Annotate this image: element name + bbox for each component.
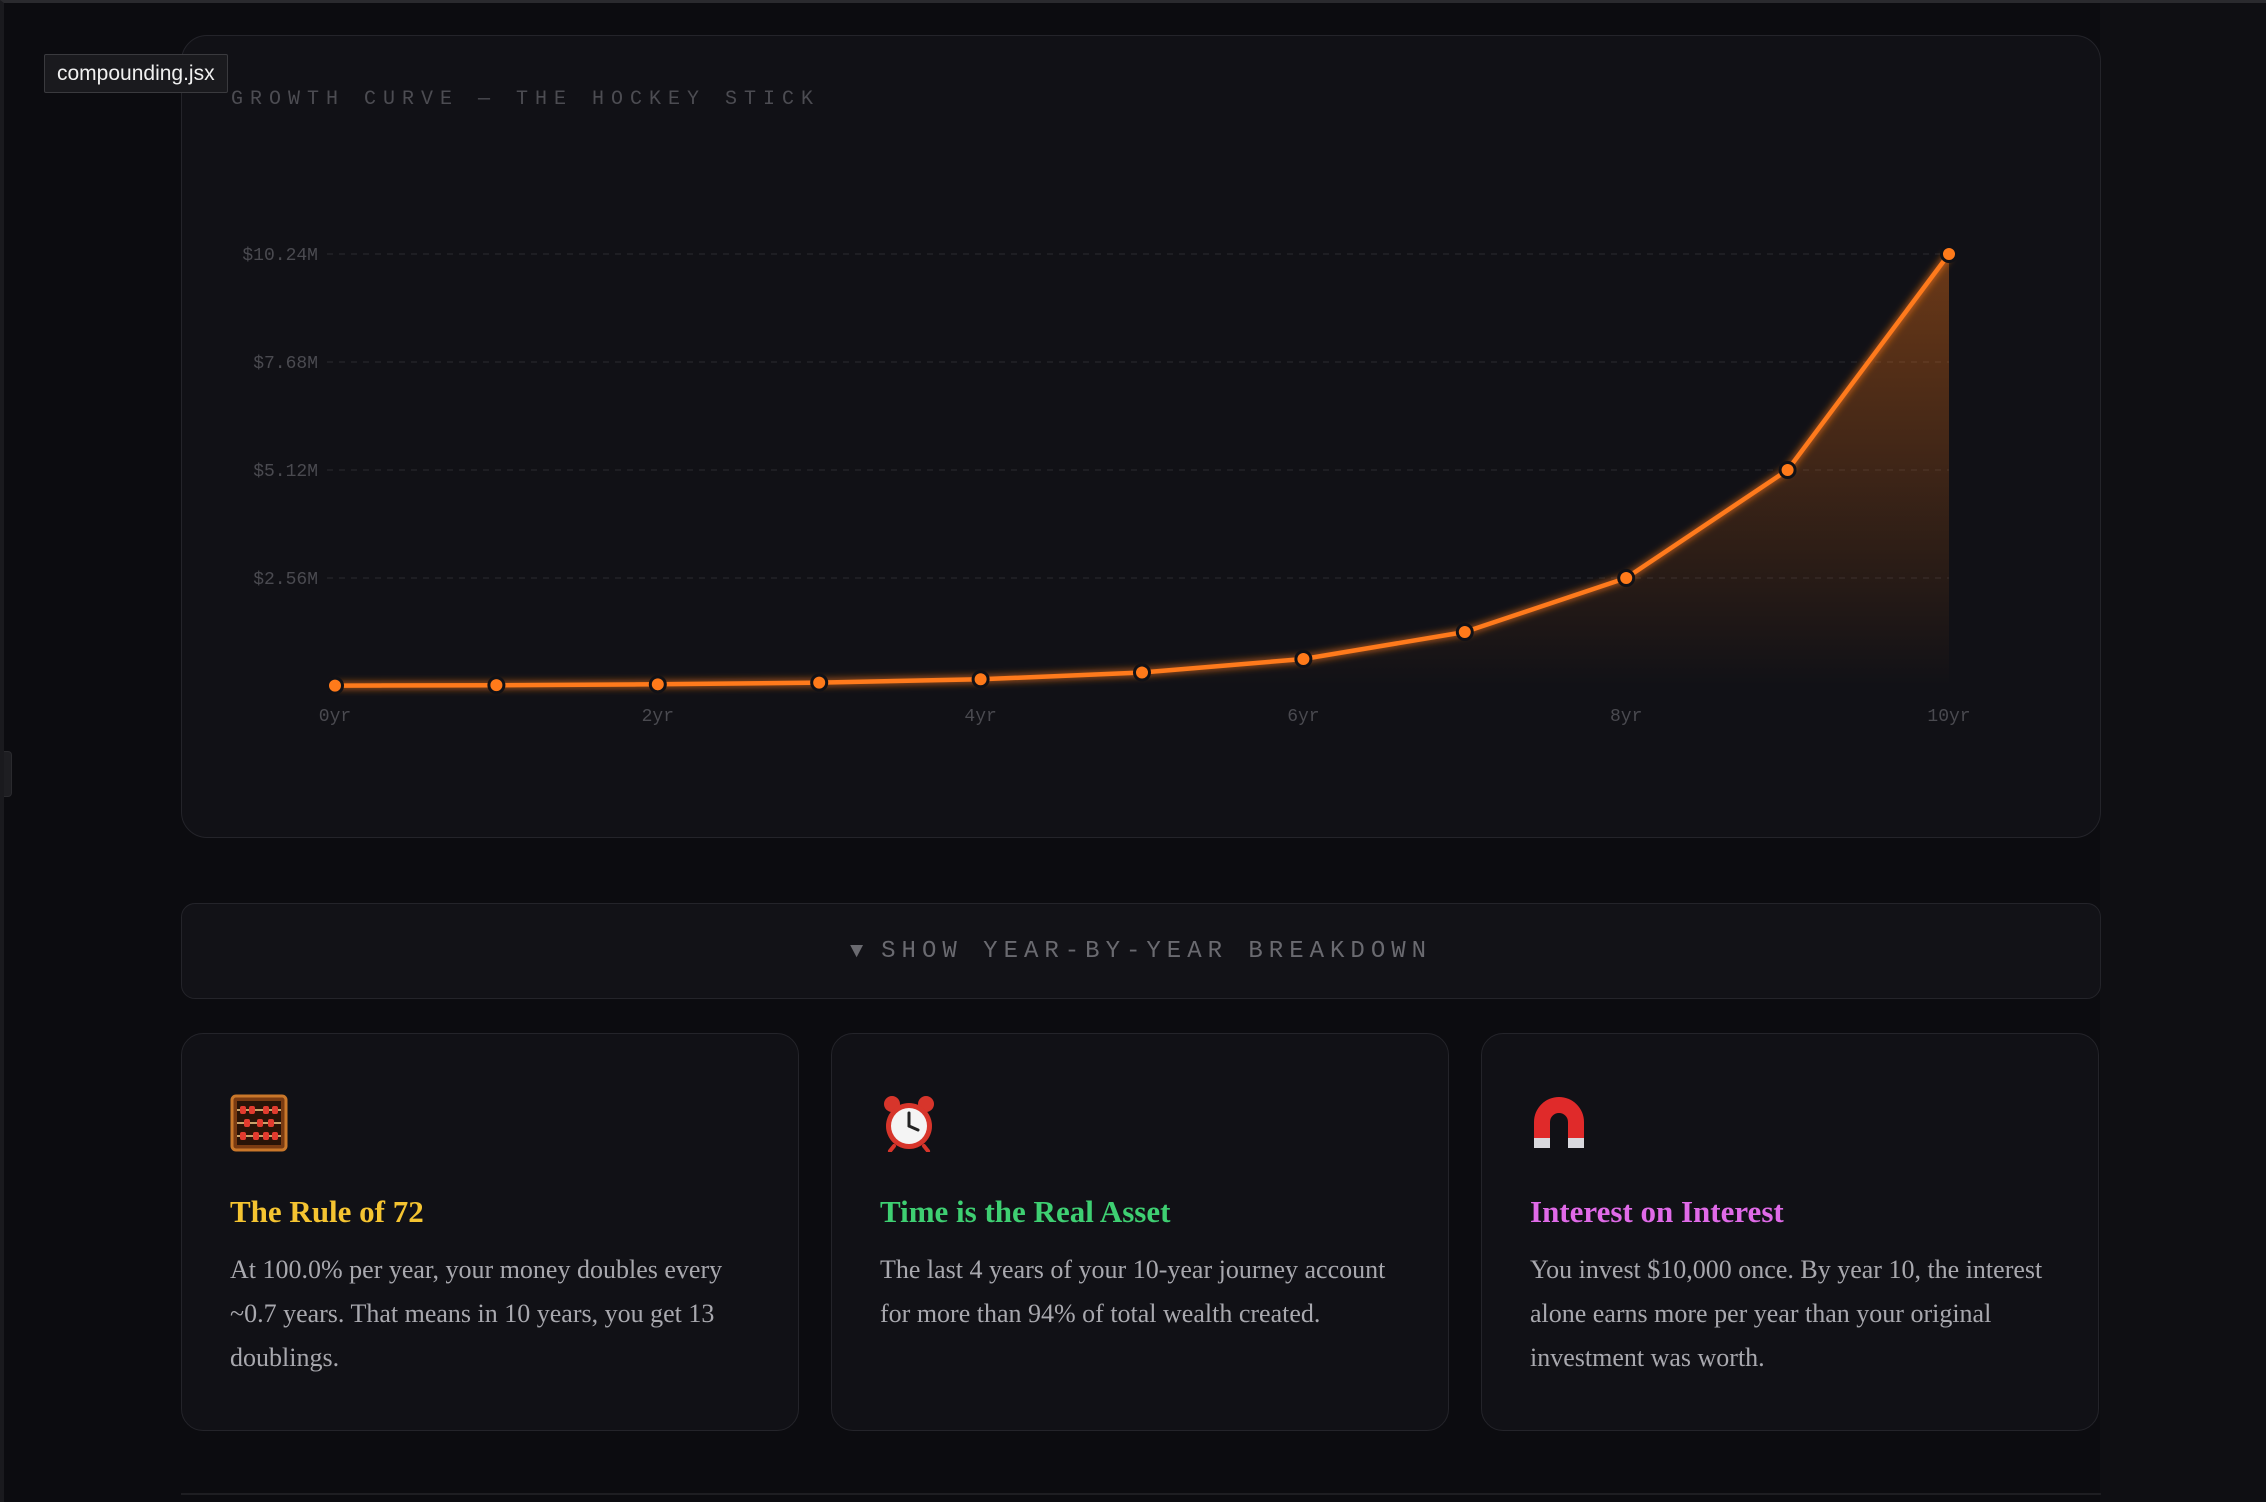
data-point — [1778, 461, 1797, 479]
growth-chart: $2.56M $5.12M $7.68M $10.24M 0yr 2yr 4yr 6yr 8yr… — [242, 245, 1971, 727]
data-point — [1294, 650, 1313, 668]
section-divider — [181, 1493, 2101, 1495]
y-tick-label: $5.12M — [253, 462, 318, 482]
card-body: You invest $10,000 once. By year 10, the… — [1530, 1255, 2043, 1372]
data-point — [326, 676, 344, 695]
right-side-panel — [2100, 3, 2266, 1502]
alarm-clock-icon — [884, 1096, 934, 1152]
data-point — [1617, 569, 1636, 587]
area-fill — [335, 254, 1949, 686]
insight-cards: The Rule of 72 At 100.0% per year, your … — [181, 1033, 2101, 1431]
growth-chart-card: GROWTH CURVE — THE HOCKEY STICK $2.56M $5… — [181, 35, 2101, 838]
card-body: At 100.0% per year, your money doubles e… — [230, 1255, 723, 1372]
x-tick-label: 2yr — [642, 707, 674, 727]
data-point — [1940, 245, 1958, 263]
card-body: The last 4 years of your 10-year journey… — [880, 1255, 1386, 1328]
card-title: The Rule of 72 — [230, 1194, 424, 1229]
abacus-icon — [230, 1094, 288, 1152]
x-tick-label: 10yr — [1927, 707, 1970, 727]
chevron-down-icon: ▼ — [849, 938, 864, 964]
data-point — [487, 676, 506, 695]
data-point — [810, 673, 829, 692]
x-tick-label: 8yr — [1610, 707, 1642, 727]
y-tick-label: $7.68M — [253, 354, 318, 374]
sidebar-resize-handle[interactable] — [4, 751, 12, 797]
magnet-icon — [1534, 1097, 1584, 1148]
data-point — [971, 670, 990, 689]
card-title: Interest on Interest — [1530, 1194, 1784, 1229]
time-asset-card: Time is the Real Asset The last 4 years … — [831, 1033, 1449, 1431]
card-title: Time is the Real Asset — [880, 1194, 1171, 1229]
data-point — [1455, 623, 1474, 641]
rule-of-72-card: The Rule of 72 At 100.0% per year, your … — [181, 1033, 799, 1431]
file-tab-label[interactable]: compounding.jsx — [44, 54, 228, 93]
data-point — [1133, 663, 1151, 682]
x-tick-label: 6yr — [1287, 707, 1319, 727]
interest-on-interest-card: Interest on Interest You invest $10,000 … — [1481, 1033, 2099, 1431]
y-tick-label: $10.24M — [242, 246, 318, 266]
chart-title: GROWTH CURVE — THE HOCKEY STICK — [231, 88, 821, 111]
x-tick-label: 4yr — [964, 707, 996, 727]
toggle-label: SHOW YEAR-BY-YEAR BREAKDOWN — [881, 937, 1433, 965]
y-tick-label: $2.56M — [253, 570, 318, 590]
data-point — [648, 675, 667, 694]
x-tick-label: 0yr — [319, 707, 351, 727]
year-breakdown-toggle[interactable]: ▼ SHOW YEAR-BY-YEAR BREAKDOWN — [181, 903, 2101, 999]
